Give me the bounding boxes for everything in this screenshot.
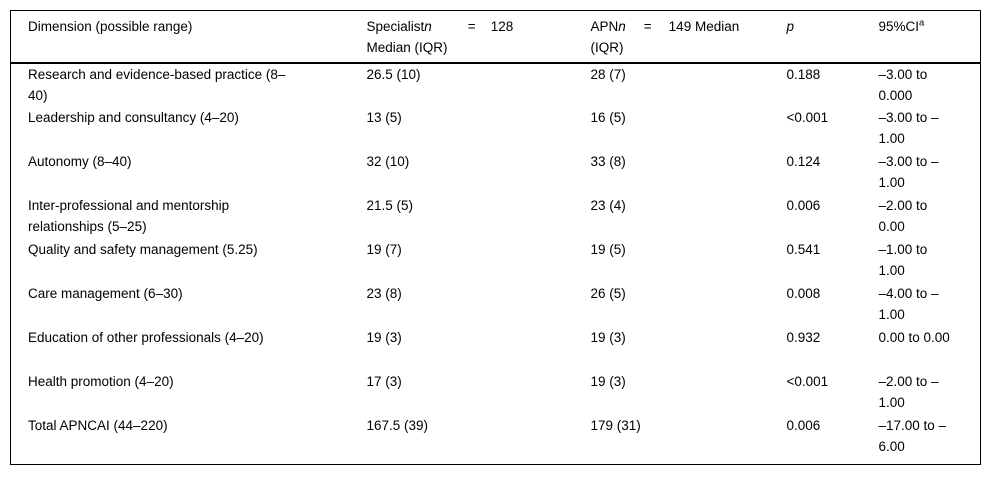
cell-ci: –1.00 to 1.00: [878, 241, 928, 278]
cell-apn: 179 (31): [590, 417, 641, 433]
cell-p: 0.541: [786, 241, 821, 257]
cell-specialist: 23 (8): [366, 285, 402, 301]
cell-specialist: 21.5 (5): [366, 197, 414, 213]
cell-ci: –3.00 to –1.00: [878, 153, 939, 190]
header-specialist-line2: Median (IQR): [366, 40, 448, 55]
cell-ci: –3.00 to 0.000: [878, 66, 928, 103]
header-specialist-equals: =: [467, 19, 476, 34]
cell-p: 0.932: [786, 329, 821, 345]
cell-dimension: Research and evidence-based practice (8–…: [28, 66, 286, 103]
cell-specialist: 32 (10): [366, 153, 410, 169]
header-dimension: Dimension (possible range): [10, 10, 367, 64]
header-specialist-count: 128: [490, 19, 514, 34]
cell-specialist: 19 (7): [366, 241, 402, 257]
cell-p: 0.006: [786, 417, 821, 433]
table-row: Inter-professional and mentorship relati…: [11, 195, 981, 239]
table-row: Quality and safety management (5.25) 19 …: [11, 239, 981, 283]
cell-specialist: 17 (3): [366, 373, 402, 389]
cell-apn: 28 (7): [590, 66, 626, 82]
cell-dimension: Inter-professional and mentorship relati…: [28, 197, 230, 234]
cell-specialist: 167.5 (39): [366, 417, 429, 433]
cell-apn: 19 (5): [590, 241, 626, 257]
header-apn-line2: (IQR): [590, 40, 624, 55]
cell-specialist: 13 (5): [366, 109, 402, 125]
table-row: Leadership and consultancy (4–20) 13 (5)…: [11, 107, 981, 151]
cell-apn: 19 (3): [590, 373, 626, 389]
cell-dimension: Quality and safety management (5.25): [28, 241, 258, 257]
cell-apn: 26 (5): [590, 285, 626, 301]
table-row: Health promotion (4–20) 17 (3) 19 (3) <0…: [11, 371, 981, 415]
header-apn-n-symbol: n: [618, 19, 626, 34]
cell-dimension: Leadership and consultancy (4–20): [28, 109, 239, 125]
table-row: Total APNCAI (44–220) 167.5 (39) 179 (31…: [11, 415, 981, 465]
cell-apn: 16 (5): [590, 109, 626, 125]
header-ci: 95%CIa: [878, 10, 981, 64]
cell-specialist: 26.5 (10): [366, 66, 421, 82]
cell-dimension: Education of other professionals (4–20): [28, 329, 264, 345]
cell-p: 0.006: [786, 197, 821, 213]
cell-dimension: Care management (6–30): [28, 285, 183, 301]
header-specialist-n-symbol: n: [424, 19, 432, 34]
results-table: Dimension (possible range) Specialistn = 1…: [10, 10, 981, 465]
table-row: Care management (6–30) 23 (8) 26 (5) 0.0…: [11, 283, 981, 327]
cell-ci: –4.00 to –1.00: [878, 285, 939, 322]
header-ci-label: 95%CI: [878, 19, 920, 34]
header-specialist: Specialistn = 128 Median (IQR): [366, 10, 591, 64]
header-apn-equals: =: [643, 19, 652, 34]
cell-apn: 33 (8): [590, 153, 626, 169]
cell-p: <0.001: [786, 373, 829, 389]
cell-p: <0.001: [786, 109, 829, 125]
cell-ci: 0.00 to 0.00: [878, 329, 950, 345]
header-ci-footnote-marker: a: [919, 17, 925, 29]
cell-ci: –3.00 to –1.00: [878, 109, 939, 146]
cell-p: 0.124: [786, 153, 821, 169]
cell-p: 0.008: [786, 285, 821, 301]
header-row: Dimension (possible range) Specialistn = 1…: [10, 10, 981, 64]
header-dimension-label: Dimension (possible range): [28, 19, 193, 34]
cell-apn: 23 (4): [590, 197, 626, 213]
cell-apn: 19 (3): [590, 329, 626, 345]
header-apn-name: APN: [590, 19, 619, 34]
cell-dimension: Health promotion (4–20): [28, 373, 174, 389]
table-row: Research and evidence-based practice (8–…: [11, 63, 981, 107]
cell-ci: –2.00 to 0.00: [878, 197, 928, 234]
header-apn: APNn = 149 Median (IQR): [590, 10, 787, 64]
table-row: Education of other professionals (4–20) …: [11, 327, 981, 371]
cell-dimension: Autonomy (8–40): [28, 153, 132, 169]
header-p: p: [786, 10, 879, 64]
table-row: Autonomy (8–40) 32 (10) 33 (8) 0.124 –3.…: [11, 151, 981, 195]
cell-ci: –2.00 to –1.00: [878, 373, 939, 410]
cell-dimension: Total APNCAI (44–220): [28, 417, 168, 433]
cell-ci: –17.00 to –6.00: [878, 417, 947, 454]
header-apn-count: 149 Median: [668, 19, 740, 34]
cell-specialist: 19 (3): [366, 329, 402, 345]
header-p-label: p: [786, 19, 795, 34]
header-specialist-name: Specialist: [366, 19, 425, 34]
cell-p: 0.188: [786, 66, 821, 82]
